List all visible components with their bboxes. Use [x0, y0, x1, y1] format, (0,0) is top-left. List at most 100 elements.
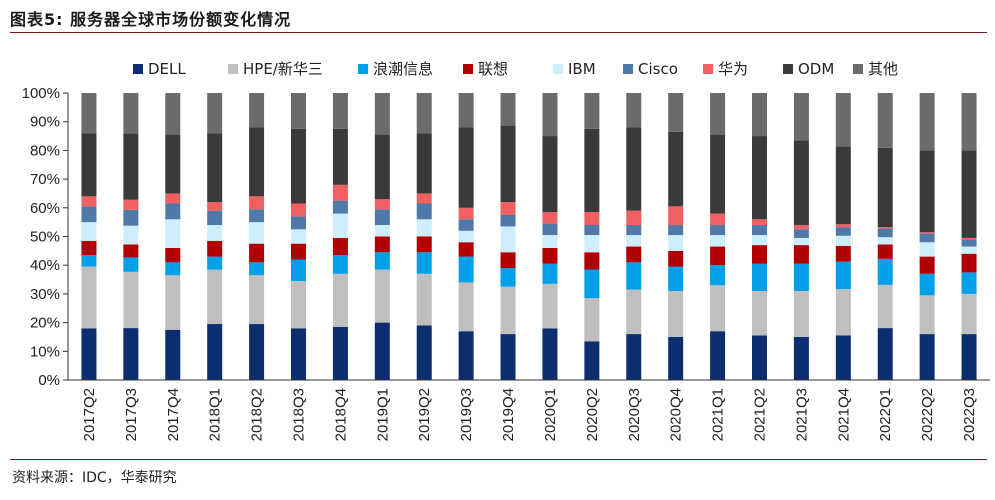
- legend-label: ODM: [798, 60, 834, 78]
- bar-stack-2019Q1: [374, 93, 390, 380]
- bar-segment: [793, 263, 809, 292]
- bar-segment: [877, 328, 893, 380]
- legend-swatch: [463, 64, 473, 74]
- bar-segment: [668, 336, 684, 380]
- bar-segment: [584, 225, 600, 236]
- bar-stack-2021Q1: [710, 93, 726, 380]
- x-tick-label: 2021Q4: [835, 388, 852, 441]
- bar-segment: [877, 244, 893, 259]
- bar-stack-2021Q4: [835, 93, 851, 380]
- bar-segment: [919, 334, 935, 380]
- bar-segment: [165, 193, 181, 204]
- bar-segment: [416, 193, 432, 204]
- legend-swatch: [133, 64, 143, 74]
- bar-segment: [626, 93, 642, 128]
- bar-segment: [165, 134, 181, 194]
- bar-segment: [458, 219, 474, 231]
- legend-swatch: [853, 64, 863, 74]
- bar-segment: [332, 93, 348, 129]
- legend-label: HPE/新华三: [243, 60, 323, 78]
- bar-segment: [542, 247, 558, 264]
- bar-segment: [961, 237, 977, 240]
- bar-segment: [332, 213, 348, 238]
- bar-segment: [542, 223, 558, 236]
- bar-segment: [374, 236, 390, 253]
- bar-segment: [877, 147, 893, 228]
- bar-segment: [123, 133, 139, 200]
- bar-segment: [961, 93, 977, 151]
- bar-segment: [835, 261, 851, 290]
- y-tick-label: 60%: [30, 200, 60, 217]
- bar-segment: [81, 222, 97, 241]
- bar-segment: [919, 93, 935, 151]
- bar-segment: [710, 225, 726, 236]
- bar-segment: [207, 210, 223, 226]
- bar-segment: [710, 93, 726, 135]
- bar-segment: [165, 219, 181, 248]
- bar-segment: [584, 128, 600, 213]
- bar-segment: [416, 236, 432, 253]
- bar-segment: [291, 243, 306, 260]
- bar-segment: [752, 136, 767, 220]
- chart-legend: DELL HPE/新华三 浪潮信息 联想 IBM Cisco 华为 ODM 其他: [133, 60, 898, 78]
- bar-segment: [877, 258, 893, 285]
- bar-segment: [291, 328, 306, 380]
- bar-segment: [249, 222, 265, 244]
- bar-segment: [207, 269, 223, 325]
- bar-segment: [877, 237, 893, 245]
- bar-segment: [374, 93, 390, 135]
- bar-segment: [877, 227, 893, 229]
- bar-segment: [249, 275, 265, 325]
- figure-title: 图表5: 服务器全球市场份额变化情况: [10, 10, 292, 29]
- bar-segment: [249, 243, 265, 263]
- bar-segment: [793, 225, 809, 230]
- bar-stack-2020Q2: [584, 93, 600, 380]
- bar-segment: [500, 126, 516, 203]
- bar-segment: [919, 232, 935, 234]
- bar-stack-2018Q3: [291, 93, 306, 380]
- bar-segment: [961, 253, 977, 273]
- bar-segment: [835, 224, 851, 228]
- bar-segment: [919, 273, 935, 296]
- bar-segment: [752, 235, 767, 246]
- bar-segment: [584, 93, 600, 129]
- legend-label: 联想: [478, 60, 508, 78]
- bar-segment: [291, 259, 306, 281]
- bar-segment: [416, 93, 432, 134]
- bar-segment: [752, 93, 767, 137]
- x-tick-label: 2019Q3: [458, 388, 475, 441]
- bar-segment: [249, 262, 265, 276]
- bar-stack-2019Q2: [416, 93, 432, 380]
- x-tick-label: 2018Q1: [207, 388, 224, 441]
- bar-segment: [542, 283, 558, 329]
- bar-segment: [81, 255, 97, 267]
- bar-segment: [752, 225, 767, 236]
- x-tick-label: 2019Q2: [416, 388, 433, 441]
- bar-segment: [626, 235, 642, 247]
- bar-segment: [123, 225, 139, 245]
- bar-segment: [793, 93, 809, 141]
- bar-segment: [793, 336, 809, 380]
- bar-segment: [542, 93, 558, 137]
- bar-segment: [416, 252, 432, 274]
- bar-segment: [752, 219, 767, 226]
- bar-segment: [835, 245, 851, 262]
- bar-segment: [458, 207, 474, 220]
- bar-segment: [165, 93, 181, 135]
- bar-segment: [123, 209, 139, 226]
- legend-label: 华为: [718, 60, 748, 78]
- title-rule: [10, 32, 987, 33]
- bar-segment: [416, 219, 432, 237]
- bar-segment: [291, 128, 306, 204]
- bar-segment: [207, 93, 223, 134]
- legend-item: DELL: [133, 60, 186, 78]
- legend-item: 联想: [463, 60, 508, 78]
- bar-segment: [835, 235, 851, 246]
- bar-segment: [165, 275, 181, 330]
- bar-segment: [835, 289, 851, 336]
- bar-segment: [626, 246, 642, 263]
- y-tick-label: 10%: [30, 343, 60, 360]
- x-tick-label: 2022Q2: [919, 388, 936, 441]
- x-tick-label: 2019Q4: [500, 388, 517, 441]
- bar-segment: [249, 324, 265, 380]
